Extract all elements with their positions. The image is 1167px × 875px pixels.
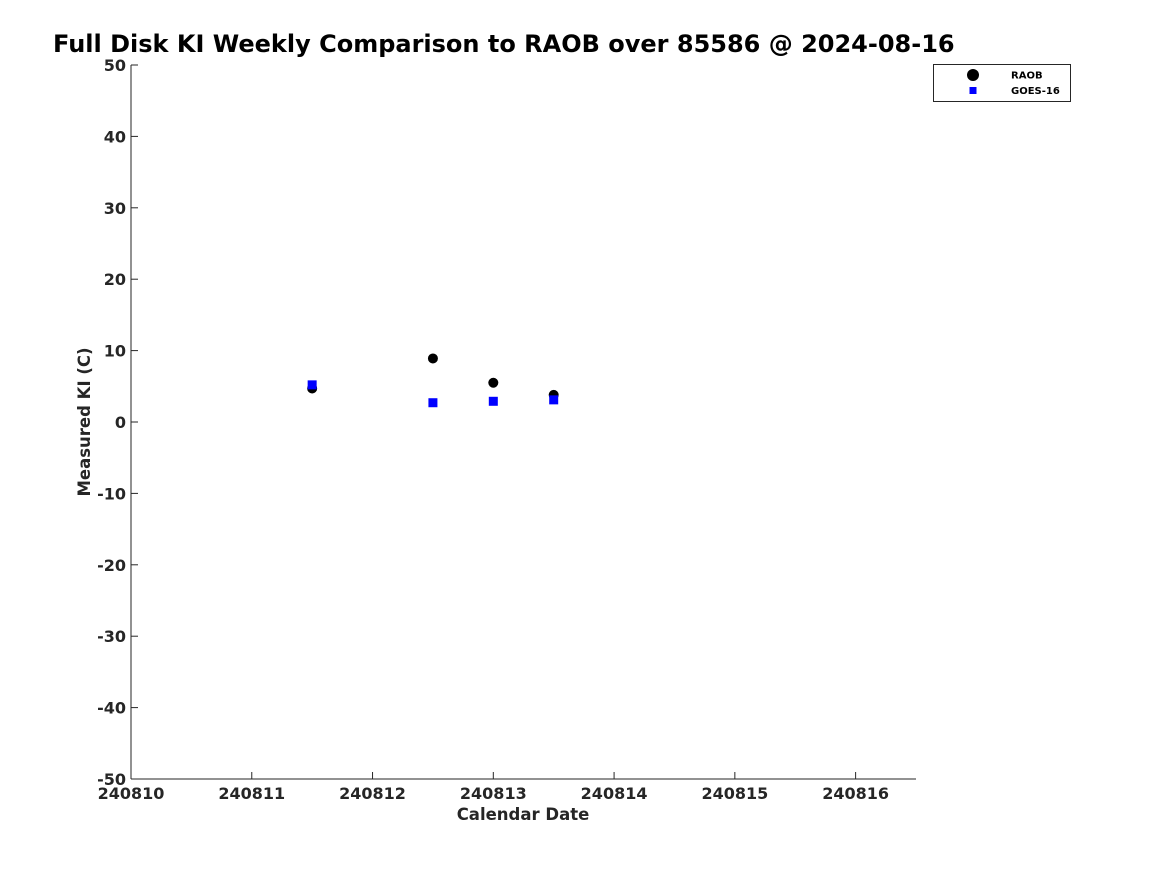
y-tick-label: 40 [104, 127, 126, 146]
y-tick-label: -30 [97, 627, 126, 646]
x-tick-label: 240811 [218, 784, 285, 803]
y-ticks: 50 40 30 20 10 0 -10 -20 -30 -40 -50 [97, 56, 138, 789]
y-tick-label: 50 [104, 56, 126, 75]
y-tick-label: 20 [104, 270, 126, 289]
y-axis-label: Measured KI (C) [75, 347, 94, 496]
data-points [307, 353, 559, 408]
x-tick-label: 240813 [460, 784, 527, 803]
y-tick-label: -10 [97, 484, 126, 503]
chart-title: Full Disk KI Weekly Comparison to RAOB o… [53, 30, 955, 58]
x-tick-label: 240815 [701, 784, 768, 803]
x-tick-label: 240810 [98, 784, 165, 803]
x-tick-label: 240814 [581, 784, 648, 803]
y-tick-label: 30 [104, 199, 126, 218]
legend-raob-marker [967, 69, 979, 81]
y-tick-label: -20 [97, 556, 126, 575]
goes16-point [488, 396, 498, 406]
y-tick-label: 10 [104, 342, 126, 361]
legend-label: RAOB [1011, 71, 1043, 82]
legend-items: RAOB GOES-16 [967, 69, 1060, 97]
raob-point [488, 377, 499, 388]
goes16-point [307, 380, 317, 390]
goes16-point [428, 398, 438, 408]
x-axis-label: Calendar Date [457, 805, 590, 824]
legend-label: GOES-16 [1011, 86, 1060, 97]
legend: RAOB GOES-16 [933, 64, 1071, 102]
legend-goes16-marker [969, 87, 977, 94]
x-tick-label: 240816 [822, 784, 889, 803]
raob-point [427, 353, 438, 364]
y-tick-label: 0 [115, 413, 126, 432]
x-tick-label: 240812 [339, 784, 406, 803]
y-tick-label: -50 [97, 770, 126, 789]
goes16-point [549, 395, 559, 405]
y-tick-label: -40 [97, 699, 126, 718]
legend-box [933, 64, 1071, 102]
x-ticks: 240810 240811 240812 240813 240814 240815 2408… [98, 772, 889, 803]
